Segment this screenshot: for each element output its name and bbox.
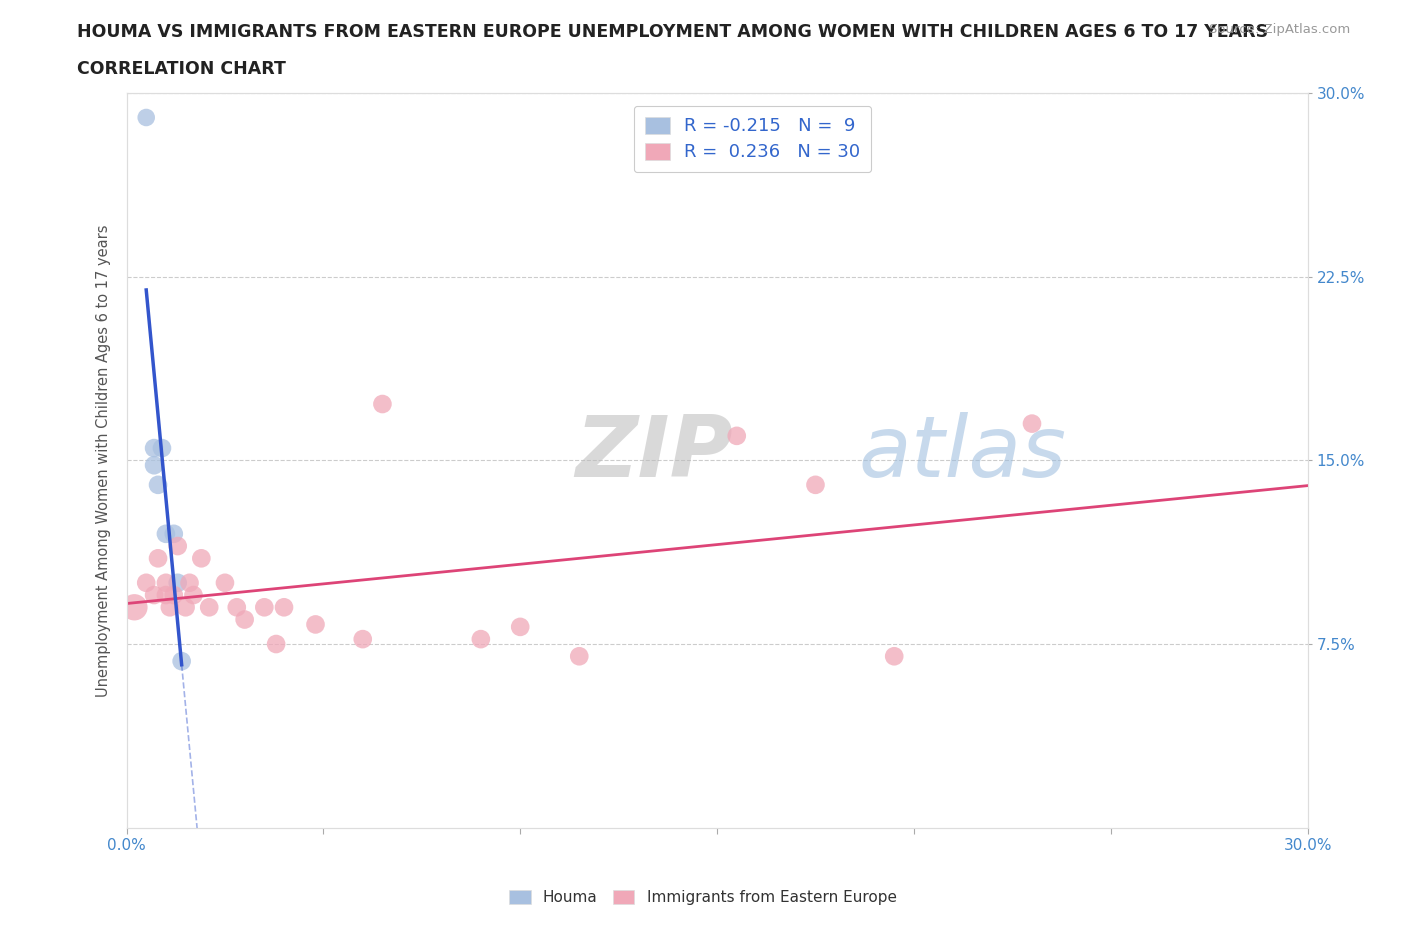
- Text: atlas: atlas: [859, 411, 1067, 495]
- Point: [135, 576, 157, 591]
- Text: ZIP: ZIP: [575, 411, 733, 495]
- Point: [470, 631, 492, 646]
- Point: [273, 600, 295, 615]
- Point: [155, 526, 177, 541]
- Point: [253, 600, 276, 615]
- Y-axis label: Unemployment Among Women with Children Ages 6 to 17 years: Unemployment Among Women with Children A…: [96, 224, 111, 697]
- Text: HOUMA VS IMMIGRANTS FROM EASTERN EUROPE UNEMPLOYMENT AMONG WOMEN WITH CHILDREN A: HOUMA VS IMMIGRANTS FROM EASTERN EUROPE …: [77, 23, 1268, 41]
- Point: [225, 600, 247, 615]
- Point: [179, 576, 201, 591]
- Point: [190, 551, 212, 565]
- Point: [174, 600, 197, 615]
- Point: [883, 649, 905, 664]
- Point: [143, 458, 166, 472]
- Point: [166, 538, 188, 553]
- Point: [155, 576, 177, 591]
- Point: [198, 600, 221, 615]
- Text: CORRELATION CHART: CORRELATION CHART: [77, 60, 287, 78]
- Point: [150, 441, 173, 456]
- Point: [163, 526, 186, 541]
- Point: [143, 588, 166, 603]
- Point: [159, 600, 181, 615]
- Point: [1021, 417, 1043, 432]
- Point: [163, 588, 186, 603]
- Point: [146, 551, 169, 565]
- Point: [170, 654, 193, 669]
- Point: [183, 588, 205, 603]
- Point: [725, 429, 748, 444]
- Point: [135, 110, 157, 125]
- Point: [371, 396, 394, 411]
- Point: [804, 477, 827, 492]
- Point: [155, 588, 177, 603]
- Point: [146, 477, 169, 492]
- Text: Source: ZipAtlas.com: Source: ZipAtlas.com: [1209, 23, 1350, 36]
- Point: [124, 600, 146, 615]
- Point: [143, 441, 166, 456]
- Point: [264, 637, 287, 652]
- Legend: Houma, Immigrants from Eastern Europe: Houma, Immigrants from Eastern Europe: [503, 884, 903, 911]
- Point: [166, 576, 188, 591]
- Point: [352, 631, 374, 646]
- Point: [233, 612, 256, 627]
- Point: [304, 617, 326, 631]
- Legend: R = -0.215   N =  9, R =  0.236   N = 30: R = -0.215 N = 9, R = 0.236 N = 30: [634, 106, 872, 172]
- Point: [568, 649, 591, 664]
- Point: [509, 619, 531, 634]
- Point: [214, 576, 236, 591]
